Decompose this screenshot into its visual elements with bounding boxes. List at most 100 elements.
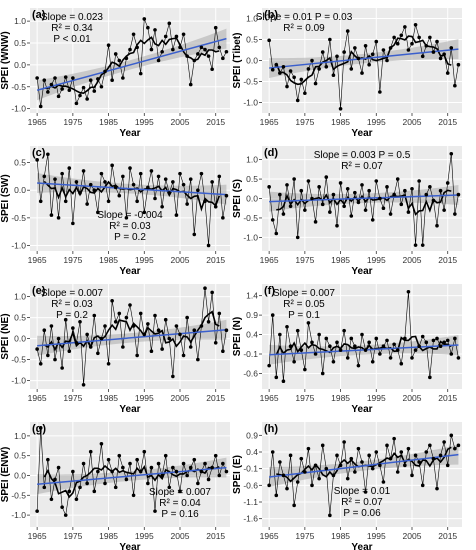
y-axis-title: SPEI (ENW) — [0, 447, 11, 503]
data-point — [285, 324, 289, 329]
data-point — [131, 324, 136, 328]
data-point — [342, 50, 346, 54]
data-point — [156, 174, 161, 179]
y-tick-label: 1.0 — [14, 292, 26, 302]
y-tick-label: -0.1 — [243, 349, 258, 359]
data-point — [206, 54, 211, 58]
data-point — [370, 218, 375, 222]
x-tick-label: 2015 — [206, 531, 225, 541]
data-point — [103, 324, 107, 328]
data-point — [221, 216, 225, 220]
data-point — [167, 485, 172, 490]
data-point — [403, 188, 407, 193]
data-point — [92, 89, 97, 93]
data-point — [435, 336, 439, 341]
stat-annotation: P = 0.2 — [56, 310, 88, 321]
data-point — [96, 210, 100, 215]
data-point — [63, 513, 68, 517]
data-point — [117, 58, 122, 63]
data-point — [99, 441, 104, 446]
data-point — [328, 513, 332, 518]
y-tick-label: -0.6 — [243, 480, 258, 490]
data-point — [392, 342, 396, 347]
data-point — [281, 473, 286, 478]
data-point — [138, 171, 143, 176]
data-point — [188, 465, 193, 470]
data-point — [399, 450, 404, 454]
data-point — [121, 174, 125, 179]
data-point — [374, 39, 379, 44]
data-point — [313, 463, 318, 468]
data-point — [413, 23, 418, 27]
data-point — [342, 204, 346, 209]
data-point — [56, 336, 61, 341]
data-point — [188, 82, 193, 87]
data-point — [181, 182, 186, 187]
data-point — [42, 78, 47, 82]
data-point — [174, 469, 179, 474]
x-tick-label: 1975 — [295, 393, 314, 403]
data-point — [406, 446, 411, 451]
data-point — [81, 461, 86, 466]
y-tick-label: 1.0 — [14, 16, 26, 26]
data-point — [149, 169, 154, 173]
data-point — [42, 328, 47, 333]
data-point — [413, 243, 418, 247]
data-point — [299, 348, 304, 352]
data-point — [81, 85, 86, 90]
stat-annotation: Slope = 0.003 P = 0.5 — [314, 150, 411, 161]
data-point — [388, 46, 393, 50]
data-point — [374, 450, 379, 454]
data-point — [178, 489, 182, 494]
data-point — [146, 481, 150, 486]
data-point — [406, 289, 411, 294]
data-point — [424, 340, 429, 345]
data-point — [370, 466, 375, 471]
data-point — [324, 336, 329, 341]
data-point — [35, 509, 39, 513]
data-point — [456, 443, 461, 448]
y-axis-title: SPEI (S) — [232, 179, 243, 218]
data-point — [395, 470, 400, 474]
data-point — [167, 21, 172, 26]
x-tick-label: 2005 — [171, 117, 190, 127]
data-point — [320, 202, 325, 207]
data-point — [71, 469, 75, 474]
data-point — [445, 71, 450, 75]
stat-annotation: R² = 0.34 — [51, 23, 93, 34]
data-point — [85, 202, 89, 206]
x-tick-label: 2005 — [171, 255, 190, 265]
data-point — [35, 347, 39, 351]
data-point — [356, 446, 361, 451]
x-axis-title: Year — [351, 404, 372, 415]
panel-letter: (h) — [264, 423, 278, 435]
data-point — [196, 52, 200, 56]
data-point — [71, 221, 75, 226]
data-point — [206, 243, 211, 248]
data-point — [85, 332, 89, 337]
x-tick-label: 2015 — [206, 255, 225, 265]
data-point — [410, 356, 414, 360]
data-point — [224, 193, 229, 198]
moving-average-line — [43, 310, 220, 352]
x-tick-label: 1995 — [135, 117, 154, 127]
data-point — [92, 313, 97, 318]
data-point — [381, 344, 386, 349]
y-tick-label: 0.0 — [14, 185, 26, 195]
panel-ne: 1965 1975 1985 1995 2005 2015 -1.0 -0.5 0.0 0.5 1.… — [0, 284, 230, 415]
data-point — [178, 332, 182, 337]
x-tick-label: 1985 — [99, 255, 118, 265]
stat-annotation: P = 0.06 — [343, 508, 381, 519]
x-tick-label: 1985 — [99, 393, 118, 403]
data-point — [110, 469, 114, 474]
data-point — [146, 322, 150, 326]
data-point — [378, 90, 382, 94]
data-point — [192, 328, 197, 333]
x-tick-label: 1985 — [331, 531, 350, 541]
data-point — [299, 77, 304, 82]
y-tick-label: -1.0 — [11, 240, 26, 250]
data-point — [403, 336, 407, 341]
data-point — [160, 204, 164, 209]
data-point — [74, 341, 79, 345]
